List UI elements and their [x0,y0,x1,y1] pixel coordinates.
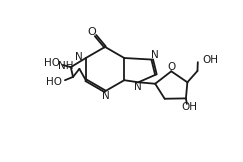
Text: N: N [75,52,83,62]
Text: OH: OH [181,102,197,112]
Text: N: N [134,82,141,92]
Text: NH: NH [58,61,74,71]
Text: HO: HO [46,77,62,87]
Text: O: O [88,27,97,37]
Text: OH: OH [202,55,218,65]
Text: N: N [102,91,110,101]
Text: N: N [151,50,158,60]
Text: O: O [167,62,176,72]
Text: HO: HO [44,58,60,68]
